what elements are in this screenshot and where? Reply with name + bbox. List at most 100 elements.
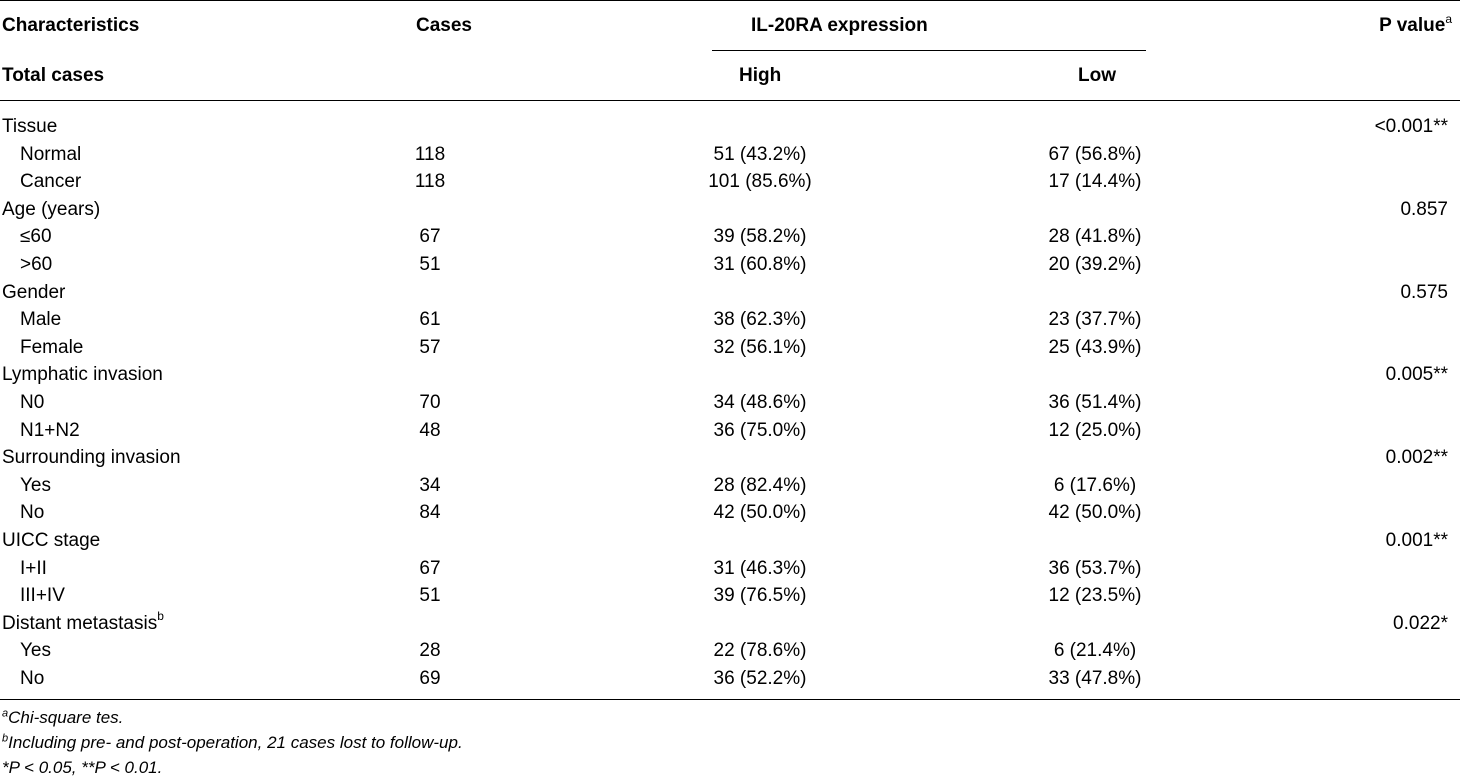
table-row: Female 57 32 (56.1%) 25 (43.9%) bbox=[0, 334, 1460, 362]
row-label-text: ≤60 bbox=[20, 226, 52, 248]
cell-cases: 51 bbox=[419, 585, 441, 607]
cell-low: 42 (50.0%) bbox=[1048, 502, 1142, 524]
cell-cases: 118 bbox=[414, 143, 446, 165]
footnote-significance: *P < 0.05, **P < 0.01. bbox=[2, 758, 163, 777]
row-label: N1+N2 bbox=[20, 417, 80, 445]
row-label-text: Distant metastasis bbox=[2, 612, 158, 634]
row-label: Male bbox=[20, 306, 61, 334]
cell-cases: 28 bbox=[419, 640, 441, 662]
table-group-row: UICC stage 0.001** bbox=[0, 527, 1460, 555]
row-label-text: Age (years) bbox=[2, 198, 101, 220]
cell-cases: 70 bbox=[419, 391, 441, 413]
table-row: Yes 34 28 (82.4%) 6 (17.6%) bbox=[0, 472, 1460, 500]
table-row: III+IV 51 39 (76.5%) 12 (23.5%) bbox=[0, 582, 1460, 610]
cell-high: 42 (50.0%) bbox=[713, 502, 807, 524]
row-label-text: N1+N2 bbox=[20, 419, 80, 441]
cell-low: 23 (37.7%) bbox=[1048, 309, 1142, 331]
table-row: I+II 67 31 (46.3%) 36 (53.7%) bbox=[0, 555, 1460, 583]
row-label-text: No bbox=[20, 667, 45, 689]
header-cases: Cases bbox=[416, 15, 472, 36]
table-row: Cancer 118 101 (85.6%) 17 (14.4%) bbox=[0, 168, 1460, 196]
row-label: III+IV bbox=[20, 582, 65, 610]
cell-cases: 69 bbox=[419, 667, 441, 689]
table-group-row: Age (years) 0.857 bbox=[0, 196, 1460, 224]
header-p-value-text: P value bbox=[1379, 15, 1446, 36]
row-label-text: Male bbox=[20, 309, 62, 331]
cell-p-value: 0.575 bbox=[1400, 281, 1448, 303]
cell-low: 67 (56.8%) bbox=[1048, 143, 1142, 165]
table-group-row: Surrounding invasion 0.002** bbox=[0, 444, 1460, 472]
row-label-text: Tissue bbox=[2, 116, 58, 137]
row-label-text: I+II bbox=[20, 557, 47, 579]
expression-span-rule bbox=[712, 50, 1146, 51]
cell-low: 36 (51.4%) bbox=[1048, 391, 1142, 413]
row-label-text: Lymphatic invasion bbox=[2, 364, 163, 386]
header-il20ra-expression: IL-20RA expression bbox=[751, 15, 928, 36]
cell-p-value: 0.002** bbox=[1385, 447, 1448, 469]
cell-low: 20 (39.2%) bbox=[1048, 253, 1142, 275]
row-label: No bbox=[20, 499, 44, 527]
table-group-row: Gender 0.575 bbox=[0, 279, 1460, 307]
row-label: Tissue bbox=[2, 113, 57, 141]
cell-high: 39 (76.5%) bbox=[713, 585, 807, 607]
row-label-text: Gender bbox=[2, 281, 66, 303]
row-label: UICC stage bbox=[2, 527, 100, 555]
cell-p-value: 0.001** bbox=[1385, 529, 1448, 551]
cell-p-value: 0.005** bbox=[1385, 364, 1448, 386]
row-label-text: Cancer bbox=[20, 171, 82, 193]
row-label-text: Yes bbox=[20, 474, 51, 496]
cell-high: 101 (85.6%) bbox=[708, 171, 812, 193]
table-bottom-rule bbox=[0, 699, 1460, 700]
cell-low: 28 (41.8%) bbox=[1048, 226, 1142, 248]
cell-low: 12 (23.5%) bbox=[1048, 585, 1142, 607]
row-label-text: N0 bbox=[20, 391, 45, 413]
cell-cases: 51 bbox=[419, 253, 441, 275]
table-row: Normal 118 51 (43.2%) 67 (56.8%) bbox=[0, 141, 1460, 169]
cell-high: 38 (62.3%) bbox=[713, 309, 807, 331]
cell-cases: 57 bbox=[419, 336, 441, 358]
cell-high: 36 (52.2%) bbox=[713, 667, 807, 689]
cell-p-value: <0.001** bbox=[1374, 116, 1448, 137]
row-label: >60 bbox=[20, 251, 52, 279]
cell-cases: 48 bbox=[419, 419, 441, 441]
cell-cases: 61 bbox=[419, 309, 441, 331]
header-p-value: P valuea bbox=[1379, 13, 1452, 37]
row-label: Yes bbox=[20, 637, 51, 665]
cell-low: 25 (43.9%) bbox=[1048, 336, 1142, 358]
table-row: Male 61 38 (62.3%) 23 (37.7%) bbox=[0, 306, 1460, 334]
row-label-sup: b bbox=[157, 609, 164, 624]
table-row: ≤60 67 39 (58.2%) 28 (41.8%) bbox=[0, 223, 1460, 251]
header-low: Low bbox=[1078, 65, 1116, 86]
cell-high: 22 (78.6%) bbox=[713, 640, 807, 662]
footnote-b: bIncluding pre- and post-operation, 21 c… bbox=[2, 730, 463, 755]
cell-high: 39 (58.2%) bbox=[713, 226, 807, 248]
footnote-b-mark: b bbox=[2, 732, 9, 745]
table-row: >60 51 31 (60.8%) 20 (39.2%) bbox=[0, 251, 1460, 279]
footnotes: aChi-square tes. bIncluding pre- and pos… bbox=[2, 705, 463, 780]
cell-low: 36 (53.7%) bbox=[1048, 557, 1142, 579]
cell-high: 51 (43.2%) bbox=[713, 143, 807, 165]
table-group-row: Distant metastasisb 0.022* bbox=[0, 610, 1460, 638]
header-characteristics: Characteristics bbox=[2, 15, 140, 36]
row-label-text: UICC stage bbox=[2, 529, 101, 551]
cell-cases: 67 bbox=[419, 226, 441, 248]
table-body: Tissue <0.001** Normal 118 51 (43.2%) 67 (56.… bbox=[0, 113, 1460, 692]
cell-cases: 84 bbox=[419, 502, 441, 524]
row-label: Cancer bbox=[20, 168, 81, 196]
row-label-text: Yes bbox=[20, 640, 51, 662]
row-label: N0 bbox=[20, 389, 44, 417]
cell-cases: 34 bbox=[419, 474, 441, 496]
row-label-text: III+IV bbox=[20, 585, 65, 607]
footnote-a-text: Chi-square tes. bbox=[8, 708, 124, 727]
cell-cases: 67 bbox=[419, 557, 441, 579]
row-label-text: Surrounding invasion bbox=[2, 447, 181, 469]
table-row: N0 70 34 (48.6%) 36 (51.4%) bbox=[0, 389, 1460, 417]
cell-cases: 118 bbox=[414, 171, 446, 193]
table-row: No 69 36 (52.2%) 33 (47.8%) bbox=[0, 665, 1460, 693]
table-group-row: Lymphatic invasion 0.005** bbox=[0, 361, 1460, 389]
cell-low: 33 (47.8%) bbox=[1048, 667, 1142, 689]
cell-high: 31 (60.8%) bbox=[713, 253, 807, 275]
cell-p-value: 0.022* bbox=[1393, 612, 1448, 634]
table-group-row: Tissue <0.001** bbox=[0, 113, 1460, 141]
header-total-cases: Total cases bbox=[2, 65, 105, 86]
